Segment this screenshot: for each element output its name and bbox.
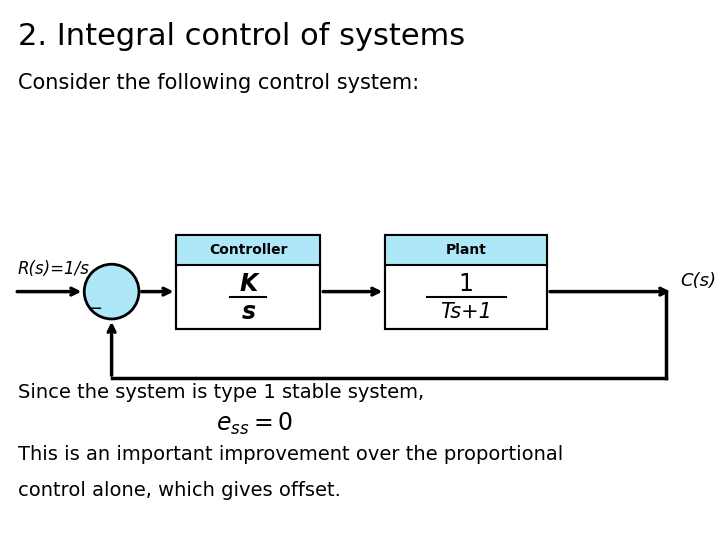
Bar	[176, 235, 320, 329]
Text: R(s)=1/s: R(s)=1/s	[18, 260, 90, 278]
Text: s: s	[241, 300, 256, 325]
Bar	[385, 235, 547, 329]
Text: $e_{ss} = 0$: $e_{ss} = 0$	[216, 410, 293, 437]
Text: 2. Integral control of systems: 2. Integral control of systems	[18, 22, 465, 51]
Text: Controller: Controller	[209, 243, 288, 257]
Bar	[385, 235, 547, 329]
Text: Consider the following control system:: Consider the following control system:	[18, 73, 419, 93]
Bar	[176, 235, 320, 329]
Text: −: −	[88, 300, 103, 319]
Bar	[176, 235, 320, 265]
Text: K: K	[239, 272, 258, 296]
Bar	[385, 235, 547, 265]
Text: This is an important improvement over the proportional: This is an important improvement over th…	[18, 446, 563, 464]
Text: control alone, which gives offset.: control alone, which gives offset.	[18, 481, 341, 500]
Text: Plant: Plant	[446, 243, 487, 257]
Ellipse shape	[84, 264, 139, 319]
Text: Since the system is type 1 stable system,: Since the system is type 1 stable system…	[18, 383, 424, 402]
Text: C(s): C(s)	[680, 272, 716, 290]
Text: 1: 1	[459, 272, 474, 296]
Text: Ts+1: Ts+1	[440, 302, 492, 322]
